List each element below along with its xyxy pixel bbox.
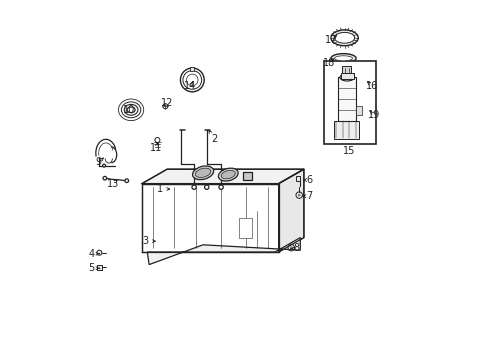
Polygon shape [147, 238, 300, 265]
Polygon shape [142, 184, 278, 252]
Bar [323, 61, 375, 144]
Bar [333, 121, 358, 139]
Bar [295, 176, 300, 181]
Ellipse shape [192, 166, 213, 180]
Ellipse shape [334, 56, 352, 61]
Text: 17: 17 [324, 35, 336, 45]
Bar [342, 66, 350, 73]
Bar [340, 73, 353, 79]
Bar [242, 172, 251, 180]
Text: 15: 15 [342, 146, 354, 156]
Ellipse shape [195, 168, 210, 177]
Text: 6: 6 [305, 175, 312, 185]
Text: 7: 7 [305, 191, 312, 201]
Bar [355, 106, 361, 115]
Text: 9: 9 [96, 157, 102, 167]
Ellipse shape [218, 168, 238, 181]
Text: 4: 4 [88, 249, 94, 259]
Text: 14: 14 [184, 81, 196, 91]
Text: 16: 16 [366, 81, 378, 91]
Text: 5: 5 [88, 263, 95, 273]
Circle shape [103, 176, 106, 180]
Ellipse shape [334, 32, 354, 43]
Text: 1: 1 [157, 184, 163, 194]
Text: 11: 11 [150, 143, 162, 153]
Text: 10: 10 [123, 105, 135, 115]
Polygon shape [142, 169, 303, 184]
Bar [190, 67, 194, 71]
Text: 3: 3 [142, 236, 148, 246]
Circle shape [219, 185, 223, 189]
Circle shape [192, 185, 196, 189]
Circle shape [297, 194, 300, 197]
Circle shape [102, 164, 105, 167]
Text: 2: 2 [210, 134, 217, 144]
Circle shape [125, 179, 128, 183]
Circle shape [97, 250, 102, 255]
Ellipse shape [339, 74, 354, 81]
Bar [239, 218, 251, 238]
Ellipse shape [221, 170, 235, 179]
Bar [96, 265, 102, 270]
Ellipse shape [330, 30, 358, 46]
Text: 18: 18 [322, 58, 335, 68]
Text: 12: 12 [161, 98, 173, 108]
Polygon shape [278, 169, 303, 252]
Circle shape [289, 246, 292, 249]
Text: 13: 13 [107, 179, 119, 189]
Bar [338, 77, 355, 121]
Ellipse shape [330, 54, 355, 63]
Text: 8: 8 [293, 243, 299, 253]
Circle shape [204, 185, 208, 189]
Text: 19: 19 [367, 110, 380, 120]
